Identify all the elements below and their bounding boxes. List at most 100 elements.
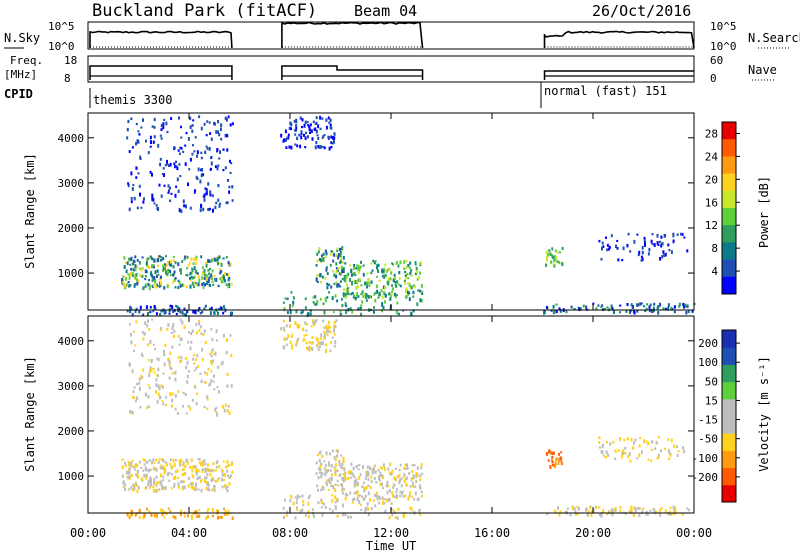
data-cell: [317, 124, 320, 129]
data-cell: [225, 273, 228, 276]
data-cell: [606, 306, 609, 309]
data-cell: [136, 489, 139, 494]
data-cell: [605, 236, 607, 239]
data-cell: [554, 249, 557, 253]
data-cell: [416, 466, 419, 470]
figure-title: Buckland Park (fitACF): [92, 1, 317, 21]
data-cell: [676, 453, 679, 458]
data-cell: [366, 465, 369, 469]
data-cell: [360, 304, 363, 307]
data-cell: [382, 463, 385, 468]
data-cell: [192, 475, 195, 479]
data-cell: [153, 117, 156, 122]
data-cell: [359, 265, 362, 269]
data-cell: [128, 276, 131, 280]
data-cell: [286, 311, 289, 314]
data-cell: [330, 477, 333, 482]
data-cell: [198, 477, 201, 480]
data-cell: [325, 125, 328, 130]
data-cell: [161, 458, 164, 461]
colorbar-tick-label: 200: [698, 337, 718, 350]
data-cell: [334, 472, 337, 477]
data-cell: [179, 509, 182, 513]
data-cell: [292, 501, 295, 506]
data-cell: [372, 259, 375, 263]
data-cell: [373, 292, 376, 296]
data-cell: [162, 459, 165, 463]
data-cell: [419, 289, 422, 293]
data-cell: [630, 507, 633, 512]
data-cell: [224, 403, 227, 407]
data-cell: [336, 454, 339, 458]
data-cell: [148, 257, 151, 260]
data-cell: [143, 463, 146, 466]
data-cell: [634, 438, 637, 442]
data-cell: [174, 377, 177, 382]
data-cell: [378, 475, 381, 479]
data-cell: [177, 279, 180, 283]
data-cell: [206, 463, 209, 467]
colorbar-cell: [722, 330, 736, 348]
data-cell: [392, 493, 395, 498]
colorbar-tick-label: 8: [711, 242, 718, 255]
power-ylabel: Slant Range [km]: [23, 153, 37, 269]
data-cell: [168, 360, 171, 364]
data-cell: [664, 252, 667, 257]
data-cell: [221, 473, 224, 477]
data-cell: [595, 505, 597, 510]
data-cell: [323, 467, 326, 470]
data-cell: [210, 349, 213, 354]
data-cell: [600, 305, 603, 309]
data-cell: [571, 506, 574, 510]
data-cell: [304, 146, 307, 149]
data-cell: [172, 515, 175, 518]
data-cell: [140, 352, 143, 356]
data-cell: [343, 288, 345, 291]
data-cell: [670, 250, 673, 254]
data-cell: [333, 133, 336, 136]
data-cell: [318, 458, 321, 463]
data-cell: [208, 146, 211, 151]
data-cell: [387, 277, 390, 281]
data-cell: [364, 494, 367, 498]
colorbar-cell: [722, 450, 736, 469]
data-cell: [146, 461, 148, 464]
data-cell: [367, 295, 370, 299]
data-cell: [643, 305, 646, 308]
data-cell: [201, 168, 204, 172]
data-cell: [582, 304, 585, 308]
data-cell: [314, 320, 317, 325]
data-cell: [198, 307, 201, 311]
data-cell: [316, 134, 319, 137]
data-cell: [160, 310, 163, 313]
data-cell: [645, 440, 648, 443]
data-cell: [607, 453, 610, 457]
data-cell: [659, 513, 662, 517]
data-cell: [344, 262, 347, 265]
data-cell: [410, 477, 413, 481]
data-cell: [152, 140, 155, 144]
data-cell: [317, 347, 320, 351]
data-cell: [341, 489, 344, 493]
data-cell: [159, 157, 162, 161]
data-cell: [191, 329, 194, 333]
data-cell: [420, 466, 423, 470]
data-cell: [647, 458, 650, 461]
data-cell: [606, 243, 609, 247]
data-cell: [312, 322, 315, 325]
data-cell: [325, 252, 328, 255]
data-cell: [178, 116, 180, 120]
data-cell: [188, 370, 191, 373]
data-cell: [326, 282, 329, 286]
data-cell: [205, 261, 208, 266]
data-cell: [366, 286, 368, 289]
data-cell: [226, 464, 229, 468]
data-cell: [134, 283, 137, 286]
data-cell: [392, 287, 394, 291]
data-cell: [332, 449, 334, 453]
data-cell: [334, 504, 337, 509]
data-cell: [147, 343, 150, 347]
data-cell: [577, 507, 580, 511]
data-cell: [223, 305, 225, 309]
data-cell: [344, 293, 347, 297]
